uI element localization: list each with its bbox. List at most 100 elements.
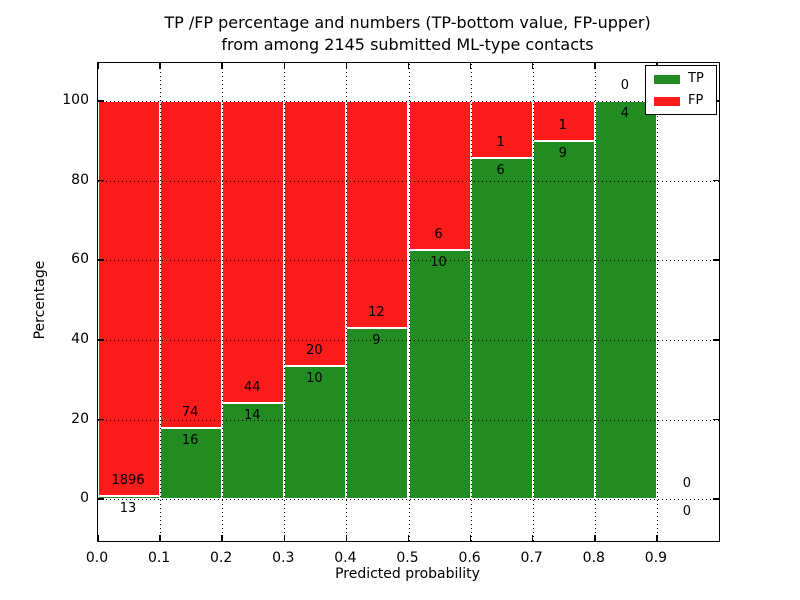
chart-title-line2: from among 2145 submitted ML-type contac… — [221, 35, 594, 54]
fp-bar — [222, 100, 285, 403]
x-tick-label: 0.0 — [85, 550, 109, 566]
fp-bar — [408, 100, 471, 251]
tick-mark — [345, 63, 348, 69]
tick-mark — [221, 63, 223, 69]
legend-item-tp: TP — [646, 72, 716, 86]
y-axis-label: Percentage — [32, 260, 48, 340]
tick-mark — [98, 100, 104, 102]
gridline-vertical — [470, 63, 472, 541]
tp-bar — [408, 250, 471, 500]
tp-bar — [98, 496, 161, 500]
tick-mark — [531, 535, 534, 541]
chart-title-line1: TP /FP percentage and numbers (TP-bottom… — [164, 13, 651, 32]
tp-count-label: 0 — [682, 504, 692, 520]
tick-mark — [713, 179, 719, 182]
tick-mark — [713, 418, 719, 421]
x-tick-label: 0.4 — [334, 550, 357, 566]
fp-count-label: 12 — [368, 305, 385, 321]
tick-mark — [98, 259, 104, 261]
tp-count-label: 9 — [372, 333, 381, 349]
tick-mark — [407, 535, 410, 541]
tick-mark — [713, 498, 719, 500]
tick-mark — [407, 63, 410, 69]
tick-mark — [345, 535, 348, 541]
tick-mark — [98, 418, 104, 421]
tp-bar — [160, 428, 223, 500]
tp-bar — [594, 100, 657, 500]
legend-label-tp: TP — [688, 71, 704, 86]
fp-bar — [160, 100, 223, 429]
x-tick-label: 0.7 — [520, 550, 543, 566]
gridline-vertical — [222, 63, 224, 541]
tick-mark — [713, 259, 719, 261]
tick-mark — [469, 63, 472, 69]
fp-count-label: 1896 — [111, 473, 145, 489]
tp-count-label: 16 — [181, 433, 199, 449]
fp-bar — [346, 100, 409, 329]
fp-count-label: 0 — [682, 476, 692, 492]
tick-mark — [98, 179, 104, 182]
tick-mark — [159, 535, 161, 541]
legend: TP FP — [645, 65, 717, 115]
fp-count-label: 0 — [620, 77, 629, 93]
legend-item-fp: FP — [646, 94, 716, 108]
tp-bar — [532, 140, 595, 500]
fp-count-label: 1 — [496, 134, 505, 150]
y-tick-label: 60 — [71, 251, 89, 268]
tick-mark — [97, 535, 99, 541]
tp-count-label: 14 — [243, 408, 261, 424]
tp-bar — [470, 157, 533, 500]
plot-area — [97, 62, 720, 542]
tick-mark — [97, 63, 99, 69]
gridline-vertical — [284, 63, 286, 541]
tick-mark — [656, 535, 658, 541]
y-tick-label: 20 — [71, 410, 89, 427]
x-axis-label: Predicted probability — [335, 566, 480, 582]
y-tick-label: 100 — [62, 91, 89, 108]
fp-count-label: 6 — [434, 227, 443, 243]
x-tick-label: 0.6 — [458, 550, 481, 566]
y-tick-label: 40 — [71, 330, 89, 347]
tick-mark — [594, 63, 596, 69]
fp-count-label: 74 — [181, 405, 199, 421]
gridline-vertical — [160, 63, 162, 541]
tick-mark — [531, 63, 534, 69]
legend-label-fp: FP — [688, 93, 704, 108]
x-tick-label: 0.1 — [147, 550, 171, 566]
tp-count-label: 10 — [430, 255, 447, 271]
gridline-vertical — [408, 63, 410, 541]
fp-swatch-icon — [654, 96, 680, 106]
x-tick-label: 0.9 — [644, 550, 668, 566]
fp-bar — [98, 100, 161, 497]
tick-mark — [283, 63, 286, 69]
tick-mark — [283, 535, 286, 541]
tp-bar — [284, 366, 347, 500]
x-tick-label: 0.5 — [396, 550, 419, 566]
tp-bar — [346, 328, 409, 500]
gridline-vertical — [594, 63, 596, 541]
x-tick-label: 0.2 — [210, 550, 233, 566]
fp-bar — [284, 100, 347, 367]
gridline-vertical — [346, 63, 348, 541]
tp-swatch-icon — [654, 74, 680, 84]
x-tick-label: 0.8 — [582, 550, 605, 566]
fp-count-label: 20 — [306, 343, 323, 359]
tick-mark — [159, 63, 161, 69]
tp-count-label: 4 — [620, 105, 629, 121]
tick-mark — [594, 535, 596, 541]
x-tick-label: 0.3 — [272, 550, 295, 566]
tp-count-label: 6 — [496, 162, 505, 178]
tick-mark — [713, 339, 719, 341]
fp-count-label: 44 — [243, 380, 261, 396]
gridline-vertical — [532, 63, 534, 541]
y-tick-label: 80 — [71, 171, 89, 188]
tick-mark — [221, 535, 223, 541]
y-tick-label: 0 — [80, 490, 89, 507]
tp-count-label: 9 — [558, 145, 567, 161]
tick-mark — [98, 498, 104, 500]
tick-mark — [469, 535, 472, 541]
tp-count-label: 13 — [119, 501, 137, 517]
fp-count-label: 1 — [558, 117, 567, 133]
gridline-vertical — [656, 63, 658, 541]
